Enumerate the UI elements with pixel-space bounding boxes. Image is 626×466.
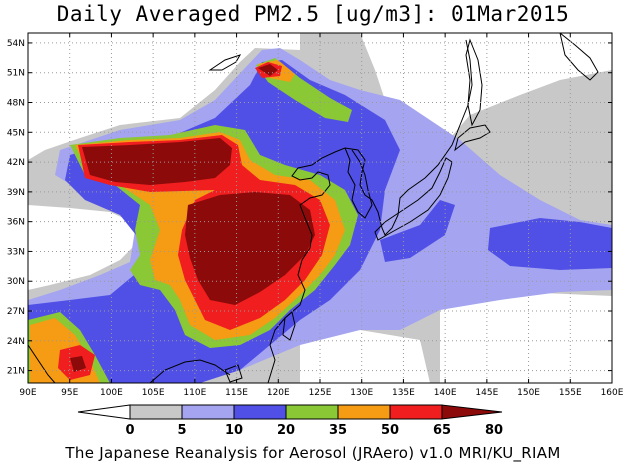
coastline-kamchatka [559, 33, 599, 81]
longitude-label: 100E [100, 388, 123, 398]
latitude-label: 51N [7, 69, 25, 79]
latitude-label: 24N [7, 337, 25, 347]
longitude-label: 120E [267, 388, 290, 398]
longitude-label: 90E [19, 388, 36, 398]
latitude-label: 54N [7, 39, 25, 49]
coastline-sakhalin [465, 38, 483, 127]
colorbar-tick-label: 20 [277, 423, 295, 438]
colorbar-swatch [441, 404, 503, 420]
latitude-label: 21N [7, 367, 25, 377]
colorbar-legend: 0 5 10 20 35 50 65 80 [77, 404, 503, 438]
longitude-label: 160E [601, 388, 624, 398]
latitude-label: 30N [7, 277, 25, 287]
coastline-india-bay [28, 344, 56, 383]
longitude-label: 130E [350, 388, 373, 398]
coastline-japan-honshu [374, 157, 453, 241]
latitude-label: 45N [7, 128, 25, 138]
colorbar-tick-label: 50 [381, 423, 399, 438]
coastline-japan-hokkaido [454, 124, 491, 152]
field-japan-blue [380, 200, 455, 262]
colorbar-tick-label: 80 [485, 423, 503, 438]
colorbar-tick-label: 35 [329, 423, 347, 438]
colorbar-swatch [337, 404, 391, 420]
colorbar-tick-label: 10 [225, 423, 243, 438]
colorbar-swatch [129, 404, 183, 420]
map-title: Daily Averaged PM2.5 [ug/m3]: 01Mar2015 [56, 2, 570, 26]
field-white-scs [300, 330, 430, 383]
lat-lon-grid [28, 33, 612, 383]
coastlines [28, 33, 599, 383]
coastline-asia-mainland [267, 39, 473, 383]
colorbar-tick-label: 0 [125, 423, 134, 438]
longitude-label: 95E [61, 388, 78, 398]
colorbar-swatch [389, 404, 443, 420]
longitude-label: 115E [225, 388, 248, 398]
latitude-label: 27N [7, 307, 25, 317]
longitude-label: 150E [517, 388, 540, 398]
longitude-label: 125E [309, 388, 332, 398]
longitude-label: 140E [434, 388, 457, 398]
colorbar-swatch [285, 404, 339, 420]
longitude-label: 135E [392, 388, 415, 398]
coastline-hainan [224, 364, 243, 383]
concentration-field [28, 33, 612, 383]
caption: The Japanese Reanalysis for Aerosol (JRA… [65, 444, 561, 462]
latitude-label: 42N [7, 158, 25, 168]
latitude-label: 48N [7, 99, 25, 109]
field-level-80-plus-main [185, 192, 315, 305]
latitude-label: 33N [7, 247, 25, 257]
latitude-label: 36N [7, 218, 25, 228]
longitude-label: 105E [142, 388, 165, 398]
field-white-south-pacific [440, 292, 612, 383]
colorbar-swatch [77, 404, 131, 420]
coastline-taiwan [282, 311, 296, 341]
longitude-labels: 90E 95E 100E 105E 110E 115E 120E 125E 130E 135E 14… [19, 33, 624, 398]
coastline-korea [344, 147, 373, 219]
field-white-tibet [28, 205, 140, 290]
colorbar-swatch [233, 404, 287, 420]
coastline-indochina [149, 359, 231, 383]
colorbar-tick-label: 5 [177, 423, 186, 438]
longitude-label: 110E [183, 388, 206, 398]
colorbar-swatch [181, 404, 235, 420]
field-level-80-plus-south [70, 356, 86, 372]
colorbar-tick-label: 65 [433, 423, 451, 438]
coastline-lake-baikal [208, 54, 242, 71]
latitude-label: 39N [7, 188, 25, 198]
latitude-labels: 54N 51N 48N 45N 42N 39N 36N 33N 30N 27N 24N 21N [7, 39, 612, 377]
longitude-label: 145E [475, 388, 498, 398]
longitude-label: 155E [559, 388, 582, 398]
field-pacific-blue-band [488, 218, 612, 270]
